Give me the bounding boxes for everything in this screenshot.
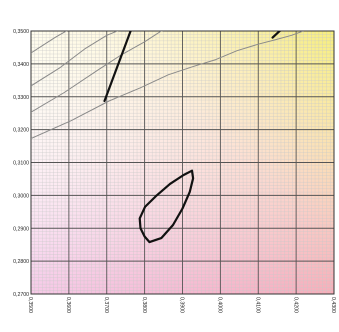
grid	[30, 30, 335, 295]
x-tick-labels: 0,3500 0,3600 0,3700 0,3800 0,3900 0,4000 0,41…	[27, 297, 336, 313]
y-tick-label: 0,3000	[13, 193, 29, 199]
y-tick-labels: 0,2700 0,2800 0,2900 0,3000 0,3100 0,3200 0,33…	[13, 29, 29, 298]
plot-frame	[30, 30, 335, 295]
y-tick-label: 0,2800	[13, 259, 29, 265]
isotemperature-curve-0	[31, 31, 304, 139]
x-tick-label: 0,4200	[292, 297, 298, 313]
isotemperature-curve-2	[31, 31, 119, 87]
y-tick-label: 0,3500	[13, 29, 29, 35]
black-line-4	[103, 31, 132, 103]
x-tick-label: 0,3500	[27, 297, 33, 313]
y-tick-label: 0,2700	[13, 292, 29, 298]
y-tick-label: 0,3300	[13, 95, 29, 101]
y-tick-label: 0,3100	[13, 161, 29, 167]
x-tick-label: 0,4100	[254, 297, 260, 313]
y-tick-label: 0,3200	[13, 128, 29, 134]
x-tick-label: 0,3800	[141, 297, 147, 313]
series-clip-group	[31, 31, 304, 244]
y-tick-label: 0,2900	[13, 226, 29, 232]
x-tick-label: 0,3700	[103, 297, 109, 313]
y-tick-label: 0,3400	[13, 62, 29, 68]
black-line-5	[271, 31, 282, 39]
series-layer	[31, 31, 304, 244]
x-tick-label: 0,4300	[330, 297, 336, 313]
x-tick-label: 0,3600	[65, 297, 71, 313]
tolerance-ellipse	[138, 169, 195, 244]
x-tick-label: 0,4000	[217, 297, 223, 313]
x-tick-label: 0,3900	[179, 297, 185, 313]
isotemperature-curve-3	[31, 31, 68, 54]
